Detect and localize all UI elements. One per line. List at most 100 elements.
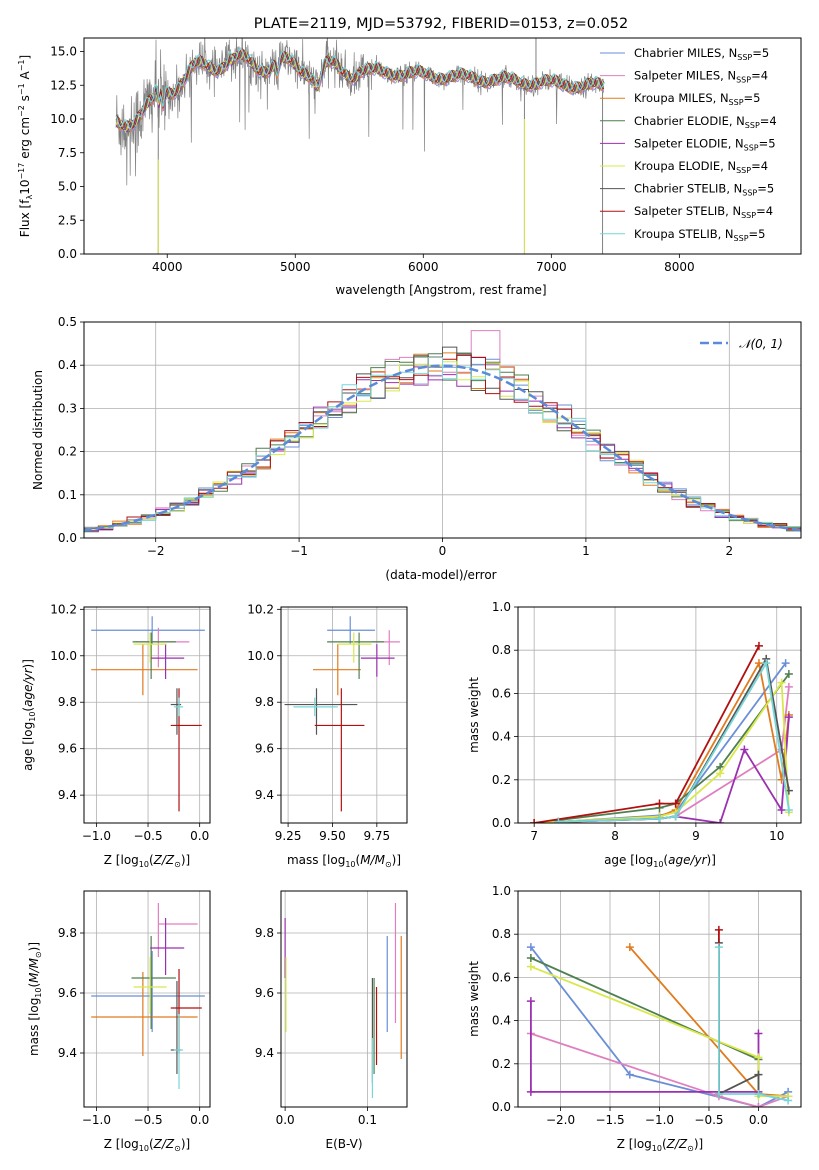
mass-z-xlabel-part: ⊙ <box>174 1144 181 1153</box>
legend-label-part: SSP <box>736 166 751 175</box>
legend-label-part: Salpeter ELODIE, N <box>634 136 744 150</box>
age-z-ylabel: age [log10​(age/yr)] <box>21 659 37 771</box>
axes-mass-z: −1.0 −0.5 0.0 9.4 9.6 9.8 <box>58 890 211 1127</box>
x-tick-label: 0.1 <box>358 1113 377 1127</box>
x-tick-label: −0.5 <box>133 829 162 843</box>
legend-label: Chabrier MILES, NSSP​=5 <box>634 46 769 62</box>
legend-label-part: =5 <box>749 227 766 241</box>
weight-age-series-5 <box>558 717 790 823</box>
x-tick-label: −1.0 <box>82 829 111 843</box>
y-tick-label: 10.0 <box>247 649 274 663</box>
axes-mass-ebv: 0.0 0.1 9.4 9.6 9.8 <box>255 890 408 1127</box>
spectrum-ylabel-part: −1 <box>17 59 26 71</box>
data-spectrum-line <box>115 38 605 186</box>
x-tick-label: 1 <box>582 544 590 558</box>
mass-z-ylabel-part: ⊙ <box>34 951 43 958</box>
weight-age-xlabel-part: )] <box>707 853 716 867</box>
age-z-errorbars <box>91 616 205 812</box>
age-mass-xlabel-part: 10 <box>345 860 355 869</box>
legend-label: Kroupa MILES, NSSP​=5 <box>634 91 760 107</box>
weight-age-series-6 <box>534 679 790 823</box>
age-mass-errorbars <box>284 616 400 812</box>
weight-z-xlabel: Z [log10​(Z/Z⊙​)] <box>617 1137 703 1153</box>
legend-label-part: SSP <box>741 211 756 220</box>
weight-age-series-3 <box>558 660 790 823</box>
model-spectrum-line-9 <box>115 47 606 130</box>
weight-age-xlabel-part: age [log <box>604 853 653 867</box>
spectrum-ylabel-part: 10 <box>18 180 32 195</box>
legend-label-part: Salpeter MILES, N <box>634 69 736 83</box>
y-tick-label: 1.0 <box>492 600 511 614</box>
y-tick-label: 9.8 <box>58 695 77 709</box>
legend-label-part: =4 <box>756 204 773 218</box>
model-spectrum-line-7 <box>115 49 605 131</box>
x-tick-label: 7000 <box>536 260 567 274</box>
age-z-ylabel-part: 10 <box>28 712 37 722</box>
spectrum-ylabel-part: −17 <box>17 163 26 180</box>
spectrum-ylabel-part: Flux [f <box>18 199 32 237</box>
weight-age-lines <box>530 641 793 823</box>
mass-z-xlabel-part: Z/Z <box>153 1137 175 1151</box>
axes-age-z: −1.0 −0.5 0.0 9.4 9.6 9.8 10.0 10.2 <box>50 602 211 843</box>
axes-weight-z: −2.0 −1.5 −1.0 −0.5 0.0 0.0 0.2 0.4 0.6 0.8 1.0 <box>492 884 802 1127</box>
axes-frame <box>517 890 802 1108</box>
spectrum-xlabel: wavelength [Angstrom, rest frame] <box>335 283 546 297</box>
mass-ebv-xlabel: E(B-V) <box>325 1137 362 1151</box>
legend-label-part: =5 <box>752 46 769 60</box>
x-tick-label: 8 <box>611 829 619 843</box>
x-tick-label: 0.0 <box>190 829 209 843</box>
spectrum-ylabel-part: A <box>18 70 32 83</box>
legend-label-part: =5 <box>757 182 774 196</box>
axes-frame <box>517 606 802 824</box>
age-mass-xlabel: mass [log10​(M/M⊙​)] <box>287 853 401 869</box>
legend-label-part: Kroupa MILES, N <box>634 91 729 105</box>
weight-age-marker <box>716 769 725 778</box>
weight-age-ylabel: mass weight <box>467 677 481 753</box>
legend-label-part: SSP <box>744 143 759 152</box>
legend-label-part: SSP <box>745 121 760 130</box>
x-tick-label: −0.5 <box>694 1113 723 1127</box>
age-z-ylabel-part: age/yr <box>21 667 35 706</box>
weight-age-marker <box>777 678 786 687</box>
weight-age-marker <box>655 799 664 808</box>
weight-age-marker <box>781 659 790 668</box>
weight-z-marker <box>754 1103 763 1107</box>
legend-label-part: Kroupa ELODIE, N <box>634 159 736 173</box>
axes-frame <box>280 890 408 1108</box>
weight-age-marker <box>784 806 793 815</box>
y-tick-label: 9.8 <box>255 695 274 709</box>
age-z-ylabel-part: age [log <box>21 722 35 771</box>
mass-z-ylabel-part: ( <box>27 983 41 988</box>
legend-label: Kroupa ELODIE, NSSP​=4 <box>634 159 768 175</box>
weight-z-marker <box>754 1053 763 1062</box>
y-tick-label: 10.0 <box>50 112 77 126</box>
weight-z-series-4 <box>530 957 760 1094</box>
y-tick-label: 0.4 <box>492 1014 511 1028</box>
spectrum-ylabel-part: −1 <box>17 83 26 95</box>
age-mass-xlabel-part: )] <box>392 853 401 867</box>
weight-z-marker <box>754 1070 763 1079</box>
legend-label-part: SSP <box>734 234 749 243</box>
legend-label: Salpeter ELODIE, NSSP​=5 <box>634 136 776 152</box>
weight-age-xlabel-part: age/yr <box>668 853 707 867</box>
mass-z-ylabel: mass [log10​(M/M⊙​)] <box>27 942 43 1056</box>
model-spectrum-line-6 <box>115 50 605 132</box>
x-tick-label: 10 <box>769 829 784 843</box>
weight-age-marker <box>784 682 793 691</box>
legend-label-part: =4 <box>751 159 768 173</box>
y-tick-label: 9.4 <box>58 1046 77 1060</box>
x-tick-label: −2 <box>147 544 165 558</box>
weight-z-marker <box>625 943 634 952</box>
mass-z-xlabel-part: Z [log <box>104 1137 139 1151</box>
weight-age-xlabel-part: ( <box>663 853 668 867</box>
y-tick-label: 0.0 <box>492 816 511 830</box>
weight-age-marker <box>655 814 664 823</box>
x-tick-label: −1.0 <box>645 1113 674 1127</box>
weight-age-marker <box>671 812 680 821</box>
x-tick-label: 0.0 <box>190 1113 209 1127</box>
legend-label: Chabrier STELIB, NSSP​=5 <box>634 182 774 198</box>
legend-label-part: =4 <box>751 69 768 83</box>
age-z-ylabel-part: )] <box>21 659 35 668</box>
